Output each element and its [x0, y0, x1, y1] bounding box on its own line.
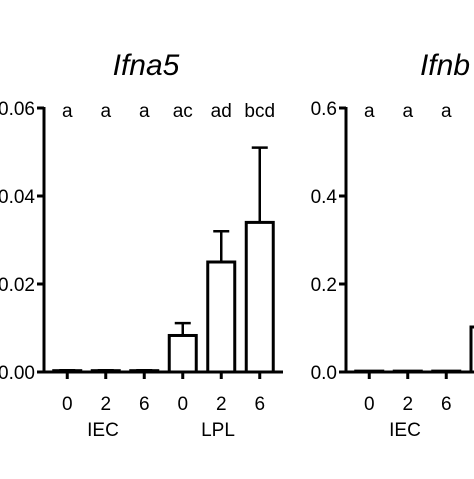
group-label: IEC — [87, 420, 119, 441]
y-tick-label: 0.06 — [0, 99, 35, 120]
bar — [394, 371, 421, 372]
group-label: LPL — [201, 420, 235, 441]
bar — [246, 222, 273, 372]
x-tick-label: 0 — [62, 394, 73, 415]
significance-letter: a — [441, 101, 452, 122]
panel-ifnb: Ifnb 0.0 0.2 0.4 0.6 0 2 6 IEC a a a — [311, 49, 474, 441]
panel1-bars — [54, 148, 274, 372]
significance-letter: a — [62, 101, 73, 122]
x-tick-label: 2 — [402, 394, 413, 415]
x-tick-label: 2 — [216, 394, 227, 415]
x-tick-label: 0 — [364, 394, 375, 415]
panel1-title: Ifna5 — [113, 49, 180, 82]
panel2-x-axis: 0 2 6 IEC — [345, 372, 474, 441]
x-tick-label: 0 — [177, 394, 188, 415]
y-tick-label: 0.4 — [311, 187, 338, 208]
group-label: IEC — [389, 420, 421, 441]
y-tick-label: 0.02 — [0, 275, 35, 296]
x-tick-label: 6 — [254, 394, 265, 415]
y-tick-label: 0.2 — [311, 275, 337, 296]
significance-letter: ac — [173, 101, 193, 122]
y-tick-label: 0.0 — [311, 363, 337, 384]
significance-letter: a — [402, 101, 413, 122]
y-tick-label: 0.00 — [0, 363, 35, 384]
bar — [356, 371, 383, 372]
significance-letter: a — [364, 101, 375, 122]
y-tick-label: 0.04 — [0, 187, 35, 208]
significance-letter: ad — [211, 101, 232, 122]
significance-letter: a — [100, 101, 111, 122]
x-tick-label: 6 — [139, 394, 150, 415]
bar — [208, 262, 235, 372]
bar — [169, 335, 196, 372]
x-tick-label: 2 — [100, 394, 111, 415]
significance-letter: a — [139, 101, 150, 122]
y-tick-label: 0.6 — [311, 99, 337, 120]
bar — [433, 371, 460, 372]
panel1-y-axis: 0.00 0.02 0.04 0.06 — [0, 99, 44, 384]
panel2-title: Ifnb — [420, 49, 470, 82]
panel2-y-axis: 0.0 0.2 0.4 0.6 — [311, 99, 346, 384]
x-tick-label: 6 — [441, 394, 452, 415]
panel2-bars — [356, 327, 474, 372]
panel1-x-axis: 0 2 6 0 2 6 IEC LPL — [43, 372, 284, 441]
significance-letter: bcd — [244, 101, 275, 122]
